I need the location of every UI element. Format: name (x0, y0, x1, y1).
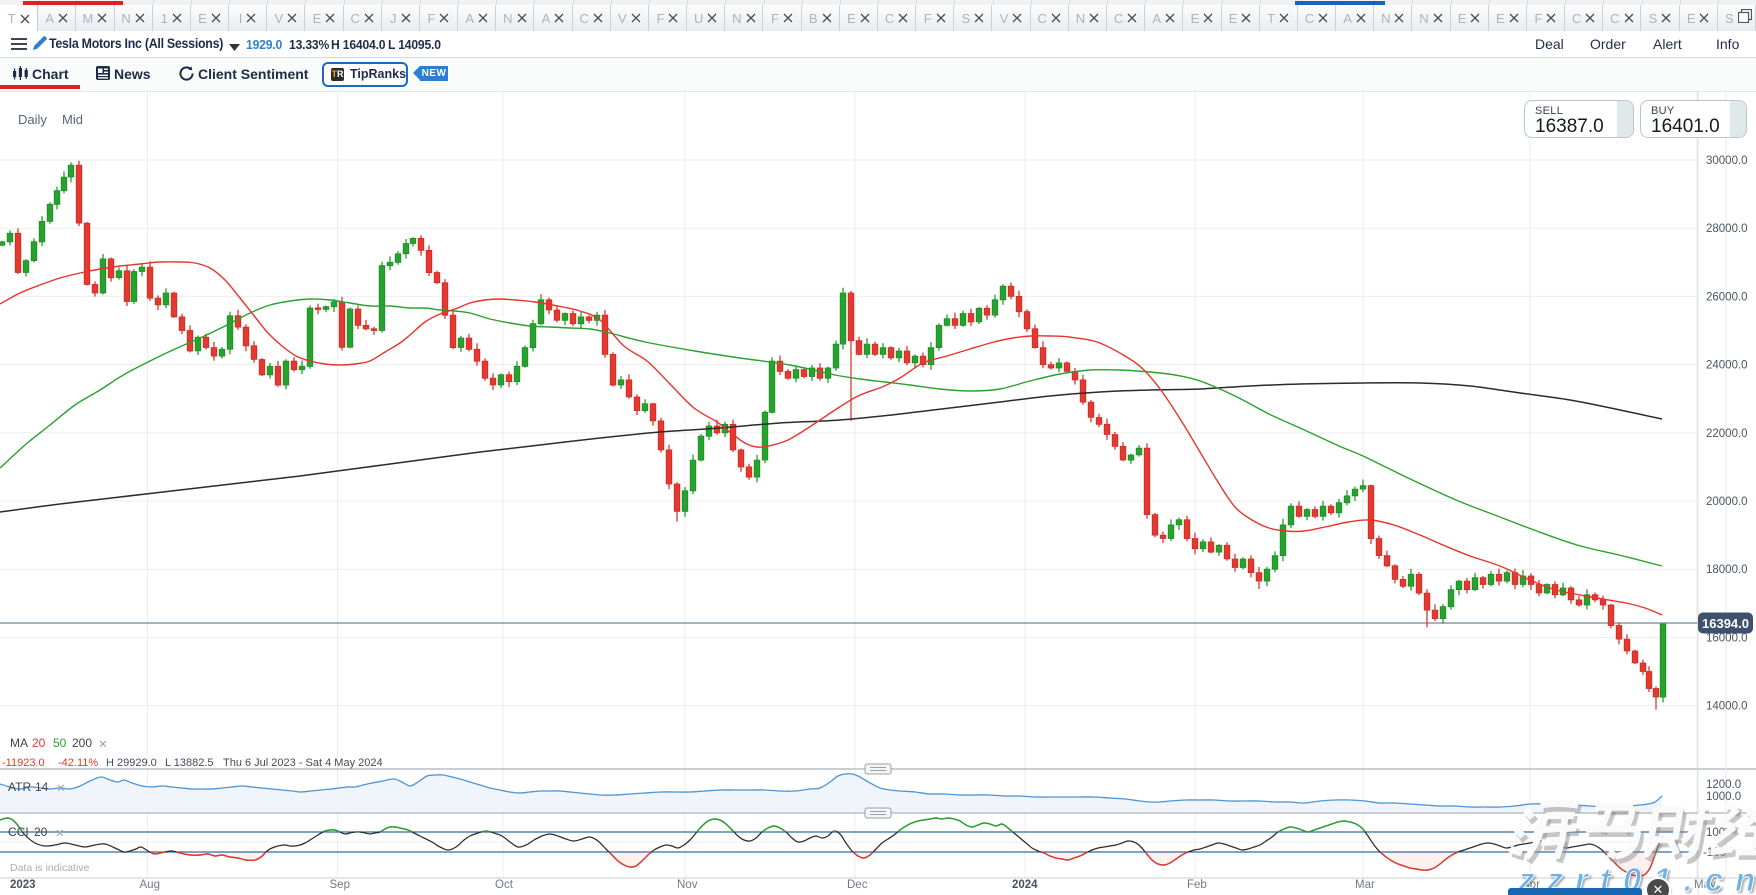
svg-text:✕: ✕ (56, 783, 66, 795)
svg-text:L 13882.5: L 13882.5 (165, 757, 214, 769)
svg-text:ATR: ATR (8, 780, 31, 794)
svg-text:26000.0: 26000.0 (1706, 291, 1748, 303)
svg-text:50: 50 (53, 736, 67, 750)
svg-text:✕: ✕ (98, 739, 108, 751)
svg-text:May: May (1694, 879, 1716, 891)
svg-text:24000.0: 24000.0 (1706, 360, 1748, 372)
svg-text:Dec: Dec (847, 879, 868, 891)
svg-text:2023: 2023 (10, 879, 36, 891)
svg-text:-42.11%: -42.11% (58, 757, 98, 769)
svg-text:MA: MA (10, 736, 28, 750)
svg-text:Thu 6 Jul 2023 - Sat 4 May 202: Thu 6 Jul 2023 - Sat 4 May 2024 (223, 757, 383, 769)
svg-text:Aug: Aug (140, 879, 160, 891)
svg-text:Oct: Oct (495, 879, 514, 891)
svg-text:CCI: CCI (8, 825, 29, 839)
svg-text:28000.0: 28000.0 (1706, 223, 1748, 235)
svg-text:20: 20 (32, 736, 46, 750)
svg-text:-11923.0: -11923.0 (2, 757, 45, 769)
svg-text:1000.0: 1000.0 (1706, 791, 1741, 803)
svg-text:Feb: Feb (1187, 879, 1207, 891)
svg-text:14: 14 (35, 780, 49, 794)
svg-text:200: 200 (72, 736, 92, 750)
svg-text:20: 20 (34, 825, 48, 839)
svg-text:✕: ✕ (55, 828, 65, 840)
svg-text:20000.0: 20000.0 (1706, 496, 1748, 508)
svg-text:Mid: Mid (62, 112, 83, 127)
svg-text:Data is indicative: Data is indicative (10, 862, 90, 874)
svg-text:1200.0: 1200.0 (1706, 779, 1741, 791)
svg-text:30000.0: 30000.0 (1706, 155, 1748, 167)
svg-text:2024: 2024 (1012, 879, 1038, 891)
svg-text:16000.0: 16000.0 (1706, 632, 1748, 644)
svg-text:Nov: Nov (677, 879, 698, 891)
svg-text:Sep: Sep (330, 879, 350, 891)
svg-text:22000.0: 22000.0 (1706, 428, 1748, 440)
svg-text:Mar: Mar (1355, 879, 1375, 891)
svg-text:18000.0: 18000.0 (1706, 564, 1748, 576)
svg-text:Daily: Daily (18, 112, 47, 127)
svg-text:16394.0: 16394.0 (1702, 616, 1749, 631)
svg-text:H 29929.0: H 29929.0 (106, 757, 157, 769)
svg-text:14000.0: 14000.0 (1706, 701, 1748, 713)
